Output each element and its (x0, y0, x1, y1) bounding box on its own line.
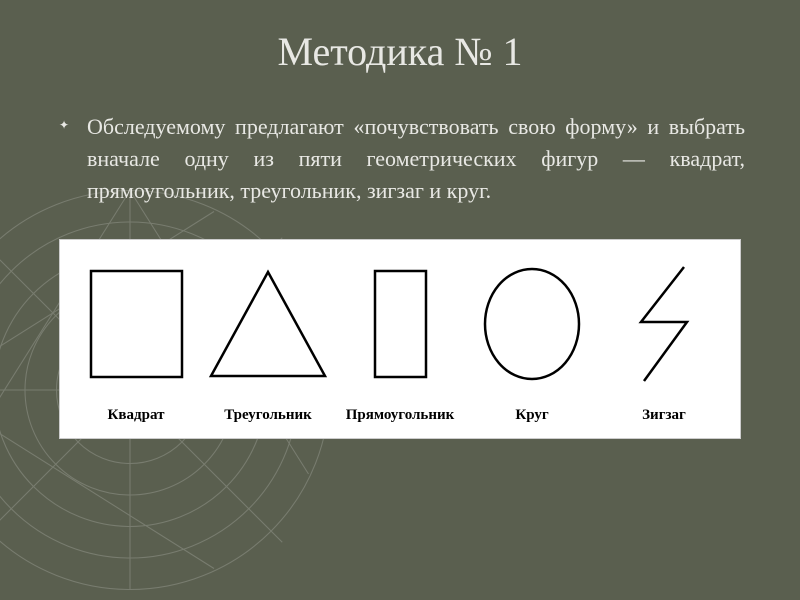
zigzag-icon (629, 262, 699, 387)
shape-cell-circle: Круг (466, 262, 598, 424)
triangle-icon (208, 262, 328, 387)
shape-cell-square: Квадрат (70, 262, 202, 424)
shape-label: Треугольник (224, 407, 312, 424)
page-title: Методика № 1 (55, 28, 745, 75)
shape-label: Круг (515, 407, 548, 424)
body-paragraph: Обследуемому предлагают «почувствовать с… (55, 111, 745, 207)
shape-cell-zigzag: Зигзаг (598, 262, 730, 424)
shape-label: Зигзаг (642, 407, 686, 424)
slide: Методика № 1 Обследуемому предлагают «по… (0, 0, 800, 600)
shape-cell-triangle: Треугольник (202, 262, 334, 424)
shapes-panel: Квадрат Треугольник Прямоугольник Круг З (59, 239, 741, 439)
shape-label: Квадрат (108, 407, 165, 424)
shape-label: Прямоугольник (346, 407, 455, 424)
circle-icon (482, 262, 582, 387)
shape-cell-rectangle: Прямоугольник (334, 262, 466, 424)
rectangle-icon (373, 262, 428, 387)
square-icon (89, 262, 184, 387)
